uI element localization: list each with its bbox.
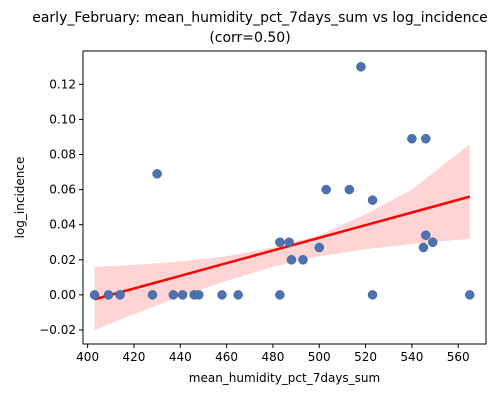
y-tick-label: 0.02: [49, 253, 76, 267]
data-point: [194, 290, 204, 300]
confidence-band-layer: [94, 143, 470, 330]
chart-title: early_February: mean_humidity_pct_7days_…: [32, 10, 488, 26]
data-point: [344, 184, 355, 195]
x-axis-label: mean_humidity_pct_7days_sum: [189, 371, 380, 385]
data-point: [367, 195, 378, 205]
x-tick-label: 400: [76, 350, 99, 364]
data-point: [147, 290, 158, 300]
data-point: [284, 237, 294, 247]
x-tick-label: 500: [308, 350, 331, 364]
y-tick-label: 0.08: [49, 148, 76, 162]
data-point: [356, 62, 366, 72]
data-point: [314, 242, 324, 253]
y-axis-label: log_incidence: [13, 157, 27, 239]
data-point: [298, 255, 308, 265]
x-tick-label: 440: [169, 350, 192, 364]
data-point: [275, 237, 285, 247]
data-point: [421, 230, 431, 240]
data-point: [286, 255, 297, 265]
regression-line: [94, 195, 471, 301]
x-axis: 400 420 440 460 480 500 520 540 560: [76, 344, 470, 364]
data-point: [367, 290, 378, 300]
data-point: [427, 237, 438, 247]
data-point: [177, 290, 188, 300]
points-layer: [89, 62, 475, 300]
x-tick-label: 560: [447, 350, 470, 364]
data-point: [103, 290, 114, 300]
data-point: [321, 184, 331, 195]
chart-subtitle: (corr=0.50): [209, 30, 291, 46]
data-point: [407, 133, 417, 144]
y-tick-label: 0.04: [49, 218, 76, 232]
data-point: [465, 290, 475, 300]
regression-line-layer: [94, 195, 471, 301]
y-tick-label: 0.00: [49, 288, 76, 302]
data-point: [418, 242, 429, 253]
y-axis: −0.02 0.00 0.02 0.04 0.06 0.08 0.10 0.12: [39, 77, 83, 337]
confidence-band: [94, 143, 470, 330]
data-point: [217, 290, 227, 300]
x-tick-label: 520: [354, 350, 377, 364]
x-tick-label: 480: [261, 350, 284, 364]
y-tick-label: 0.06: [49, 183, 76, 197]
data-point: [233, 290, 243, 300]
data-point: [275, 290, 285, 300]
data-point: [168, 290, 179, 300]
x-tick-label: 420: [123, 350, 146, 364]
data-point: [115, 290, 125, 300]
x-tick-label: 460: [215, 350, 238, 364]
data-point: [152, 169, 162, 179]
plot-frame: [82, 50, 487, 345]
y-tick-label: 0.10: [49, 112, 76, 126]
y-tick-label: 0.12: [49, 77, 76, 91]
data-point: [89, 290, 100, 300]
y-tick-label: −0.02: [39, 323, 76, 337]
data-point: [421, 133, 431, 144]
x-tick-label: 540: [400, 350, 423, 364]
